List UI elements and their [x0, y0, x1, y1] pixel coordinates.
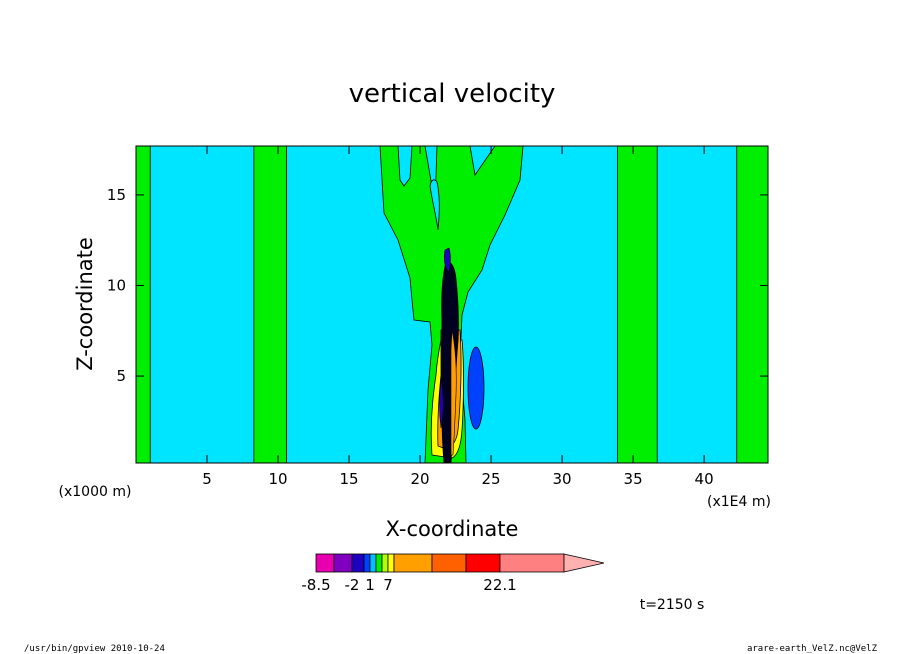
plume-cyan-hole: [429, 179, 440, 231]
footer-left: /usr/bin/gpview 2010-10-24: [24, 644, 165, 654]
x-tick-label: 15: [339, 470, 358, 488]
colorbar: -8.5 -2 1 7 22.1: [301, 553, 605, 594]
colorbar-swatch-4: [369, 553, 377, 573]
x-tick-label: 20: [410, 470, 429, 488]
colorbar-swatch-1: [333, 553, 353, 573]
x-tick-label: 5: [202, 470, 212, 488]
x-tick-label: 30: [553, 470, 572, 488]
contour-band-3: [736, 146, 768, 463]
colorbar-swatch-0: [315, 553, 335, 573]
colorbar-label: 22.1: [483, 576, 516, 594]
colorbar-swatch-5: [375, 553, 383, 573]
colorbar-swatch-9: [431, 553, 467, 573]
colorbar-label: 7: [383, 576, 393, 594]
colorbar-swatch-11: [499, 553, 565, 573]
contour-band-1: [253, 146, 287, 463]
colorbar-label: -8.5: [301, 576, 330, 594]
time-label: t=2150 s: [640, 597, 705, 613]
contour-band-0: [136, 146, 151, 463]
plume-blue-top: [444, 247, 451, 273]
colorbar-swatch-7: [387, 553, 395, 573]
y-tick-label: 5: [116, 367, 126, 385]
plot-area: 5 10 15 20 25 30 35 40 5 10 15: [107, 145, 769, 488]
updraft-plume: [379, 146, 524, 463]
colorbar-swatch-2: [351, 553, 365, 573]
downdraft-blue-lobe: [467, 346, 485, 430]
footer-right: arare-earth_VelZ.nc@VelZ: [747, 644, 878, 654]
plot-frame: [135, 145, 769, 464]
y-tick-label: 10: [107, 276, 126, 294]
colorbar-swatch-10: [465, 553, 501, 573]
colorbar-label: -2: [345, 576, 360, 594]
colorbar-label: 1: [365, 576, 375, 594]
colorbar-swatch-3: [363, 553, 371, 573]
x-axis-label: X-coordinate: [386, 517, 519, 541]
colorbar-swatch-6: [381, 553, 389, 573]
y-tick-label: 15: [107, 186, 126, 204]
y-unit-label: (x1000 m): [59, 484, 132, 500]
plume-blue-left: [439, 377, 444, 429]
y-axis-label: Z-coordinate: [73, 237, 97, 371]
chart-title: vertical velocity: [349, 79, 556, 109]
contour-band-2: [617, 146, 658, 463]
x-unit-label: (x1E4 m): [707, 494, 771, 510]
x-tick-label: 40: [695, 470, 714, 488]
plume-orange-streak: [450, 329, 457, 456]
x-tick-label: 35: [624, 470, 643, 488]
x-tick-label: 25: [482, 470, 501, 488]
x-tick-label: 10: [268, 470, 287, 488]
colorbar-extend-arrow: [563, 553, 605, 573]
colorbar-swatch-8: [393, 553, 433, 573]
